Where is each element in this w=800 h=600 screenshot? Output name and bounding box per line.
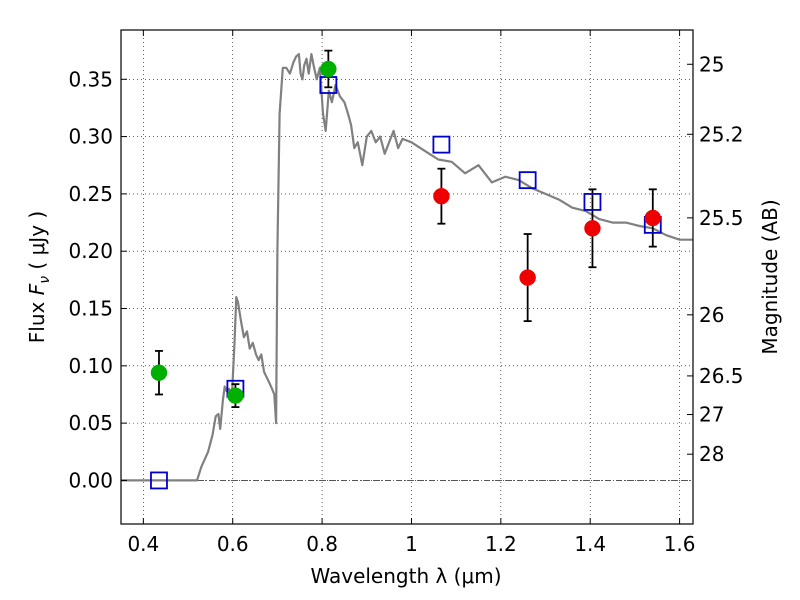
photometry-point [150,364,168,381]
x-tick-label: 0.8 [306,532,338,556]
x-tick-label: 1.4 [574,532,606,556]
sed-model-line [121,53,693,482]
y-axis-title-subscript: ν [37,276,53,284]
x-axis-title: Wavelength λ (μm) [310,564,501,588]
right-tick-label: 28 [699,442,724,466]
y-axis-title: Flux Fν ( μJy ) [25,211,53,343]
right-tick-label: 25 [699,52,724,76]
plot-area [121,49,693,490]
photometry-point [584,220,601,237]
y-tick-label: 0.30 [68,125,113,149]
plot-frame [120,29,694,525]
y-tick-label: 0.20 [68,239,113,263]
photometry-point [320,60,337,78]
y-tick-label: 0.10 [68,354,113,378]
photometry-point [644,209,662,227]
right-tick-label: 25.5 [699,206,744,230]
x-tick-label: 1.2 [485,532,517,556]
y-tick-label: 0.05 [68,411,113,435]
x-tick-label: 0.6 [217,532,249,556]
right-tick-label: 27 [699,403,724,427]
photometry-point [519,269,536,286]
x-tick-label: 1 [405,532,418,556]
y-tick-label: 0.15 [68,297,113,321]
right-tick-label: 25.2 [699,122,744,146]
y-axis-title-symbol: F [25,283,49,295]
photometry-point [227,387,244,404]
y-tick-label: 0.00 [68,468,113,492]
y-tick-label: 0.35 [68,67,113,91]
right-tick-label: 26 [699,303,724,327]
model-photometry-square [518,171,537,190]
photometry-point [433,187,450,205]
x-tick-label: 0.4 [127,532,159,556]
y-tick-label: 0.25 [68,182,113,206]
right-tick-label: 26.5 [699,364,744,388]
model-photometry-square [150,471,168,490]
y-axis-title-prefix: Flux [25,295,49,343]
right-axis-title: Magnitude (AB) [758,199,782,354]
axis-ticks: 0.4 0.6 0.8 1 1.2 1.4 1.6 0.00 0.05 0.10 0.15 0.20 0… [68,30,744,556]
model-photometry-square [583,193,602,211]
y-axis-title-unit: ( μJy ) [25,211,49,276]
x-tick-label: 1.6 [664,532,696,556]
model-photometry-square [432,135,451,154]
